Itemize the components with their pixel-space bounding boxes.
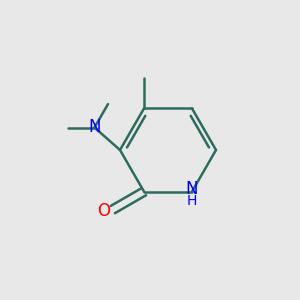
Text: H: H — [187, 194, 197, 208]
Text: O: O — [97, 202, 110, 220]
Text: N: N — [186, 180, 198, 198]
Text: N: N — [88, 118, 101, 136]
